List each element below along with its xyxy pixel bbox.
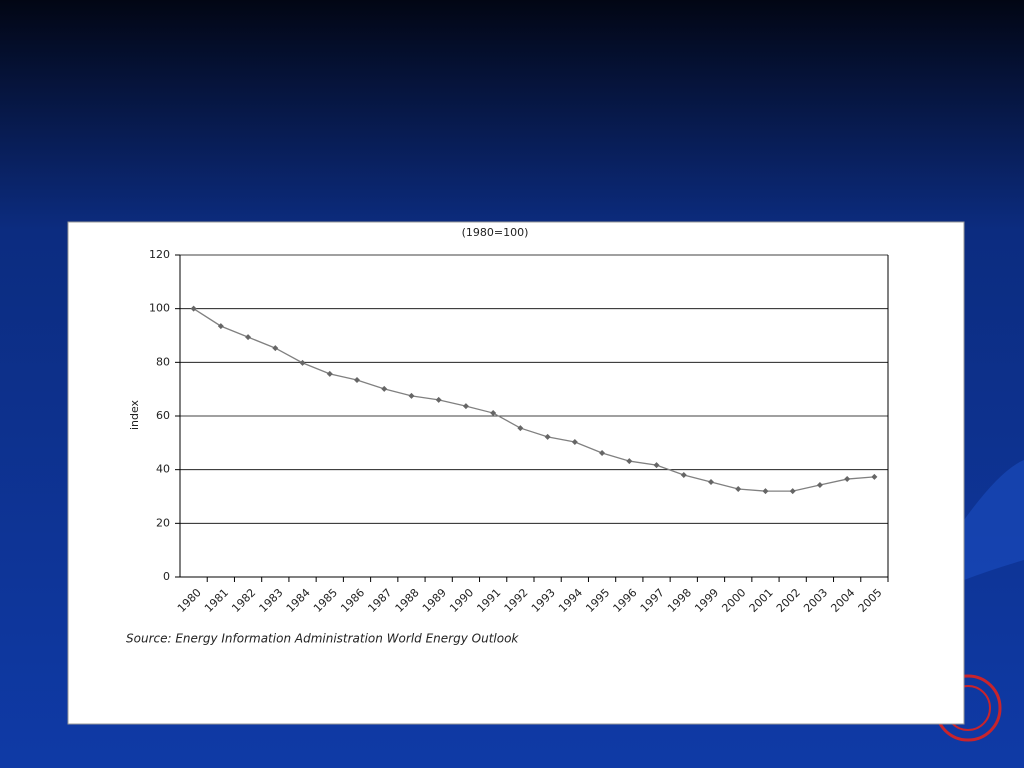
data-marker <box>354 377 360 384</box>
y-tick-label: 0 <box>163 570 170 583</box>
data-marker <box>762 488 769 495</box>
data-marker <box>544 433 551 440</box>
y-tick-label: 20 <box>156 516 170 529</box>
data-marker <box>571 439 578 446</box>
y-tick-label: 40 <box>156 463 170 476</box>
data-marker <box>789 488 796 495</box>
data-marker <box>462 403 469 410</box>
chart-title: (1980=100) <box>462 226 529 239</box>
source-note: Source: Energy Information Administratio… <box>126 632 519 646</box>
y-tick-label: 60 <box>156 409 170 422</box>
data-marker <box>408 392 415 399</box>
y-tick-label: 80 <box>156 355 170 368</box>
y-tick-label: 120 <box>149 248 170 261</box>
y-tick-label: 100 <box>149 302 170 315</box>
data-marker <box>653 462 660 469</box>
data-marker <box>599 450 606 457</box>
data-marker <box>626 458 633 465</box>
data-marker <box>844 476 851 483</box>
data-marker <box>190 305 197 312</box>
chart-panel <box>67 221 965 725</box>
data-marker <box>490 410 497 417</box>
data-marker <box>435 396 442 403</box>
data-marker <box>272 345 279 352</box>
data-marker <box>245 334 252 341</box>
data-marker <box>517 425 524 432</box>
data-marker <box>217 323 224 330</box>
data-marker <box>299 359 306 366</box>
data-line <box>193 308 875 492</box>
data-marker <box>708 479 714 486</box>
data-marker <box>381 385 388 392</box>
data-marker <box>816 481 823 488</box>
data-marker <box>326 370 333 377</box>
data-marker <box>871 473 878 480</box>
y-axis-label: index <box>128 399 141 430</box>
data-marker <box>735 485 742 492</box>
decor-swoosh <box>964 460 1024 580</box>
data-marker <box>680 472 687 479</box>
